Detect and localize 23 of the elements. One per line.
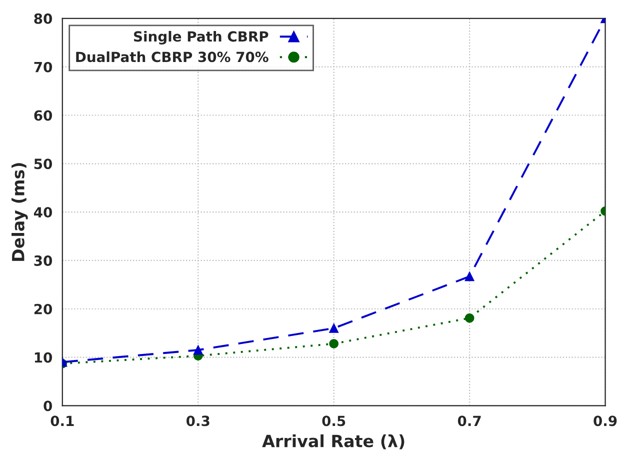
legend-label: Single Path CBRP — [134, 30, 268, 44]
x-tick-label: 0.3 — [186, 416, 210, 426]
y-axis-title: Delay (ms) — [12, 163, 28, 261]
y-tick-label: 50 — [34, 158, 52, 170]
y-tick-label: 40 — [34, 207, 52, 218]
y-tick-label: 70 — [34, 62, 52, 72]
x-tick-label: 0.5 — [322, 416, 346, 426]
point — [193, 345, 203, 355]
y-tick-label: 60 — [34, 110, 52, 121]
x-tick-label: 0.7 — [458, 416, 481, 426]
point — [464, 272, 474, 282]
x-tick-label: 0.1 — [50, 416, 74, 426]
y-tick-label: 20 — [34, 304, 52, 314]
y-tick-label: 10 — [34, 352, 52, 363]
y-tick-label: 80 — [34, 13, 52, 24]
legend-label: DualPath CBRP 30% 70% — [76, 51, 268, 62]
y-tick-label: 0 — [44, 400, 52, 412]
point — [329, 324, 339, 333]
point — [329, 339, 339, 348]
point — [464, 313, 474, 323]
x-axis-title: Arrival Rate (λ) — [262, 434, 404, 450]
y-tick-label: 30 — [34, 255, 52, 266]
x-tick-label: 0.9 — [594, 416, 617, 426]
